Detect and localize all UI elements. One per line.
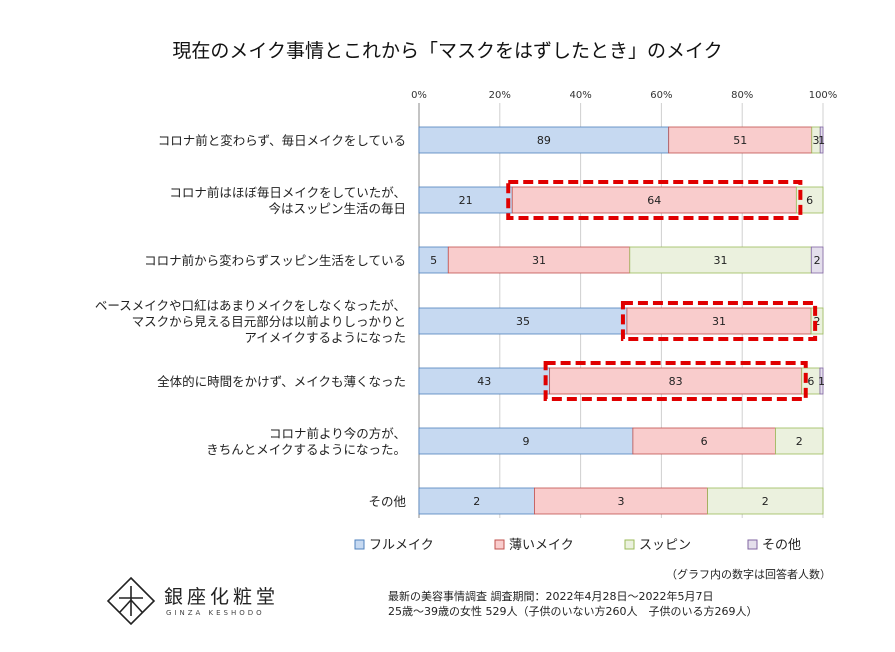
brand-sub: GINZA KESHODO [166, 609, 265, 617]
bar-segment [418, 367, 551, 395]
chart-title: 現在のメイク事情とこれから「マスクをはずしたとき」のメイク [172, 40, 723, 62]
data-label: 64 [647, 194, 661, 207]
data-label: 1 [818, 375, 825, 388]
x-tick-label: 20% [489, 90, 511, 101]
category-label: ベースメイクや口紅はあまりメイクをしなくなったが、 [95, 298, 406, 313]
bar-segment [534, 487, 708, 515]
legend-label: 薄いメイク [509, 538, 574, 553]
survey-line-2: 25歳～39歳の女性 529人（子供のいない方260人 子供のいる方269人） [388, 605, 758, 618]
legend-swatch [354, 539, 365, 550]
category-label: マスクから見える目元部分は以前よりしっかりと [132, 314, 406, 329]
brand-logo-icon [106, 576, 156, 626]
x-tick-label: 100% [809, 90, 838, 101]
data-label: 35 [516, 315, 530, 328]
data-label: 31 [712, 315, 726, 328]
data-label: 1 [818, 134, 825, 147]
category-label: コロナ前より今の方が、 [269, 426, 406, 441]
bar-segment [668, 126, 813, 154]
data-label: 43 [477, 375, 491, 388]
category-label: コロナ前から変わらずスッピン生活をしている [144, 253, 406, 268]
survey-line-1: 最新の美容事情調査 調査期間：2022年4月28日～2022年5月7日 [388, 590, 714, 603]
bar-segment [418, 487, 535, 515]
x-tick-label: 60% [650, 90, 672, 101]
data-label: 31 [532, 254, 546, 267]
chart-legend: フルメイク 薄いメイク スッピン その他 [354, 538, 801, 553]
bar-segment [810, 246, 824, 274]
legend-label: その他 [762, 538, 801, 553]
data-label: 2 [762, 495, 769, 508]
survey-info: 最新の美容事情調査 調査期間：2022年4月28日～2022年5月7日 25歳～… [388, 589, 757, 619]
bar-segment [819, 126, 824, 154]
data-label: 6 [806, 194, 813, 207]
bar-segment [819, 367, 824, 395]
category-label: コロナ前はほぼ毎日メイクをしていたが、 [169, 185, 406, 200]
bar-segment [775, 427, 824, 455]
chart-labels: 0% 20% 40% 60% 80% 100%89 51 31コロナ前と変わらず、毎日メイクを… [95, 90, 837, 509]
highlight-box [543, 361, 808, 401]
category-label: アイメイクするようになった [244, 330, 406, 345]
brand-name: 銀座化粧堂 [164, 586, 280, 608]
x-tick-label: 40% [569, 90, 591, 101]
highlight-box [506, 180, 803, 220]
data-label: 31 [714, 254, 728, 267]
data-label-note: （グラフ内の数字は回答者人数） [666, 568, 831, 581]
data-label: 3 [812, 134, 819, 147]
bar-segment [418, 126, 670, 154]
data-label: 6 [807, 375, 814, 388]
data-label: 21 [459, 194, 473, 207]
data-label: 2 [796, 435, 803, 448]
x-tick-label: 80% [731, 90, 753, 101]
legend-swatch [624, 539, 635, 550]
bar-segment [418, 307, 628, 335]
data-label: 5 [430, 254, 437, 267]
data-label: 83 [669, 375, 683, 388]
data-label: 2 [814, 254, 821, 267]
data-label: 51 [733, 134, 747, 147]
category-label: その他 [368, 494, 406, 509]
brand-logo: 銀座化粧堂 GINZA KESHODO [106, 576, 296, 628]
data-label: 6 [701, 435, 708, 448]
bar-segment [629, 246, 812, 274]
bar-segment [418, 246, 449, 274]
x-tick-label: 0% [411, 90, 427, 101]
data-label: 2 [473, 495, 480, 508]
bar-segment [626, 307, 812, 335]
legend-label: スッピン [639, 538, 691, 553]
category-label: 今はスッピン生活の毎日 [268, 201, 406, 216]
bar-segment [418, 186, 513, 214]
legend-swatch [494, 539, 505, 550]
bar-segment [418, 427, 634, 455]
data-label: 3 [618, 495, 625, 508]
chart-bars [418, 126, 824, 515]
bar-segment [707, 487, 824, 515]
legend-swatch [747, 539, 758, 550]
bar-segment [511, 186, 797, 214]
category-label: きちんとメイクするようになった。 [206, 442, 406, 457]
legend-label: フルメイク [369, 538, 434, 553]
bar-segment [447, 246, 631, 274]
category-label: 全体的に時間をかけず、メイクも薄くなった [157, 374, 406, 389]
data-label: 89 [537, 134, 551, 147]
category-label: コロナ前と変わらず、毎日メイクをしている [158, 133, 406, 148]
chart-highlights [506, 180, 818, 401]
bar-segment [632, 427, 776, 455]
data-label: 9 [522, 435, 529, 448]
highlight-box [620, 301, 818, 341]
